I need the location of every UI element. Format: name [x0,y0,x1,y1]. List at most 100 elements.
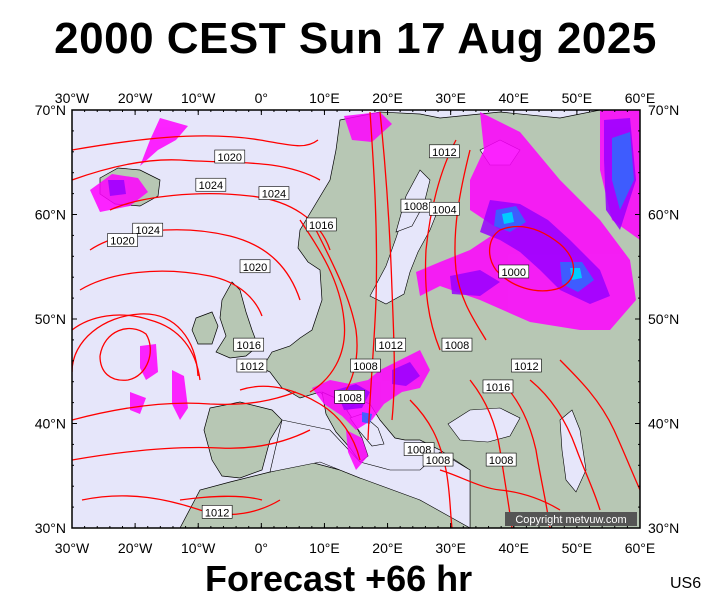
isobar-label: 1016 [233,337,265,352]
isobar [439,469,561,511]
isobar [79,270,263,317]
isobar-label: 1024 [195,177,227,192]
isobar [72,391,297,421]
isobar-label-box [429,144,460,159]
isobar [469,379,513,528]
isobar-label-text: 1008 [489,455,513,467]
lon-labels-top: 30°W 20°W 10°W 0° 10°E 20°E 30°E 40°E 50°E 60°E [55,90,655,106]
isobar-label: 1004 [429,201,460,216]
isobar-label: 1008 [334,390,365,404]
isobar-label-text: 1024 [135,225,159,237]
isobar [367,111,378,441]
isobar-labels: 1020102410241024102010161020101610121008… [107,144,542,519]
sea-black [447,407,521,443]
isobar [72,159,321,181]
isobar [299,219,346,393]
lon-label-top: 30°W [55,90,90,106]
isobar-label: 1012 [429,144,460,159]
lat-label-right: 70°N [648,102,679,118]
isobar [81,495,281,516]
isobar-label-box [403,442,435,456]
isobar-label-text: 1020 [243,262,267,274]
isobar-label-box [305,217,337,232]
isobar [72,135,319,151]
lon-label-bottom: 60°E [625,540,656,556]
isobar-label-text: 1020 [110,236,134,248]
isobar-label-text: 1012 [432,147,456,159]
isobar-label-text: 1008 [426,455,450,467]
isobar-label-text: 1008 [353,361,377,373]
lat-label-left: 50°N [35,311,66,327]
lat-label-right: 30°N [648,520,679,536]
lat-label-right: 50°N [648,311,679,327]
lon-label-top: 30°E [435,90,466,106]
isobar-label-box [233,337,265,352]
isobar-label-text: 1000 [502,267,526,279]
lon-label-top: 20°E [372,90,403,106]
lon-labels-bottom: 30°W 20°W 10°W 0° 10°E 20°E 30°E 40°E 50°E 60°E [55,540,655,556]
lat-label-right: 60°N [648,207,679,223]
lat-label-left: 30°N [35,520,66,536]
region-code: US6 [670,575,702,592]
lon-label-bottom: 30°W [55,540,90,556]
lon-label-top: 10°W [181,90,216,106]
lat-label-left: 70°N [35,102,66,118]
isobar-label: 1020 [214,149,246,164]
isobar-label-box [107,233,138,247]
land-ireland [191,311,219,345]
lon-label-bottom: 50°E [562,540,593,556]
lat-labels-right: 30°N 40°N 50°N 60°N 70°N [648,102,679,536]
isobar-label: 1012 [201,505,233,519]
copyright-box: Copyright metvuw.com [505,512,637,526]
isobar-label-box [482,379,514,394]
isobar-label: 1020 [239,259,271,274]
isobar-label: 1012 [236,358,268,373]
axis-ticks [71,109,641,529]
isobar [409,399,453,528]
isobar [315,229,358,401]
isobar-label-text: 1020 [218,152,242,164]
isobar-label-box [258,186,290,200]
isobar-label: 1008 [485,452,517,467]
copyright-text: Copyright metvuw.com [515,514,626,526]
isobar-label-box [511,358,542,373]
isobar-label-box [334,390,365,404]
isobar [529,379,601,511]
isobar-label: 1000 [498,264,530,279]
lat-label-left: 60°N [35,207,66,223]
isobar-label: 1008 [441,337,473,352]
isobar-label-box [441,337,473,352]
sea-baltic [369,197,439,305]
isobar [454,149,487,341]
isobar-label-box [429,201,460,216]
lat-label-right: 40°N [648,416,679,432]
map-title: 2000 CEST Sun 17 Aug 2025 [54,14,657,63]
isobar [379,111,395,421]
lon-label-top: 60°E [625,90,656,106]
lon-label-top: 20°W [118,90,153,106]
lon-label-bottom: 10°W [181,540,216,556]
isobar-label: 1020 [107,233,138,248]
isobar-label-text: 1004 [432,204,456,216]
isobar-label-text: 1008 [337,392,361,404]
isobar [489,225,575,292]
isobar-label-box [214,149,246,164]
lon-label-top: 10°E [309,90,340,106]
isobar-label-box [132,222,164,237]
isobar-label-text: 1008 [404,201,428,213]
inland-seas [269,139,587,528]
lat-label-left: 40°N [35,416,66,432]
isobar-label-box [201,505,233,519]
isobar-label-text: 1024 [262,189,286,201]
lon-label-bottom: 40°E [499,540,530,556]
isobar [239,385,361,461]
lat-labels-left: 30°N 40°N 50°N 60°N 70°N [35,102,66,536]
sea-caspian [559,409,587,493]
isobar [559,359,640,491]
forecast-label: Forecast +66 hr [205,558,473,599]
isobar-label-text: 1012 [514,361,538,373]
isobar-label-box [239,259,271,274]
isobar-label-text: 1024 [199,180,223,192]
isobar-label-text: 1012 [240,361,264,373]
